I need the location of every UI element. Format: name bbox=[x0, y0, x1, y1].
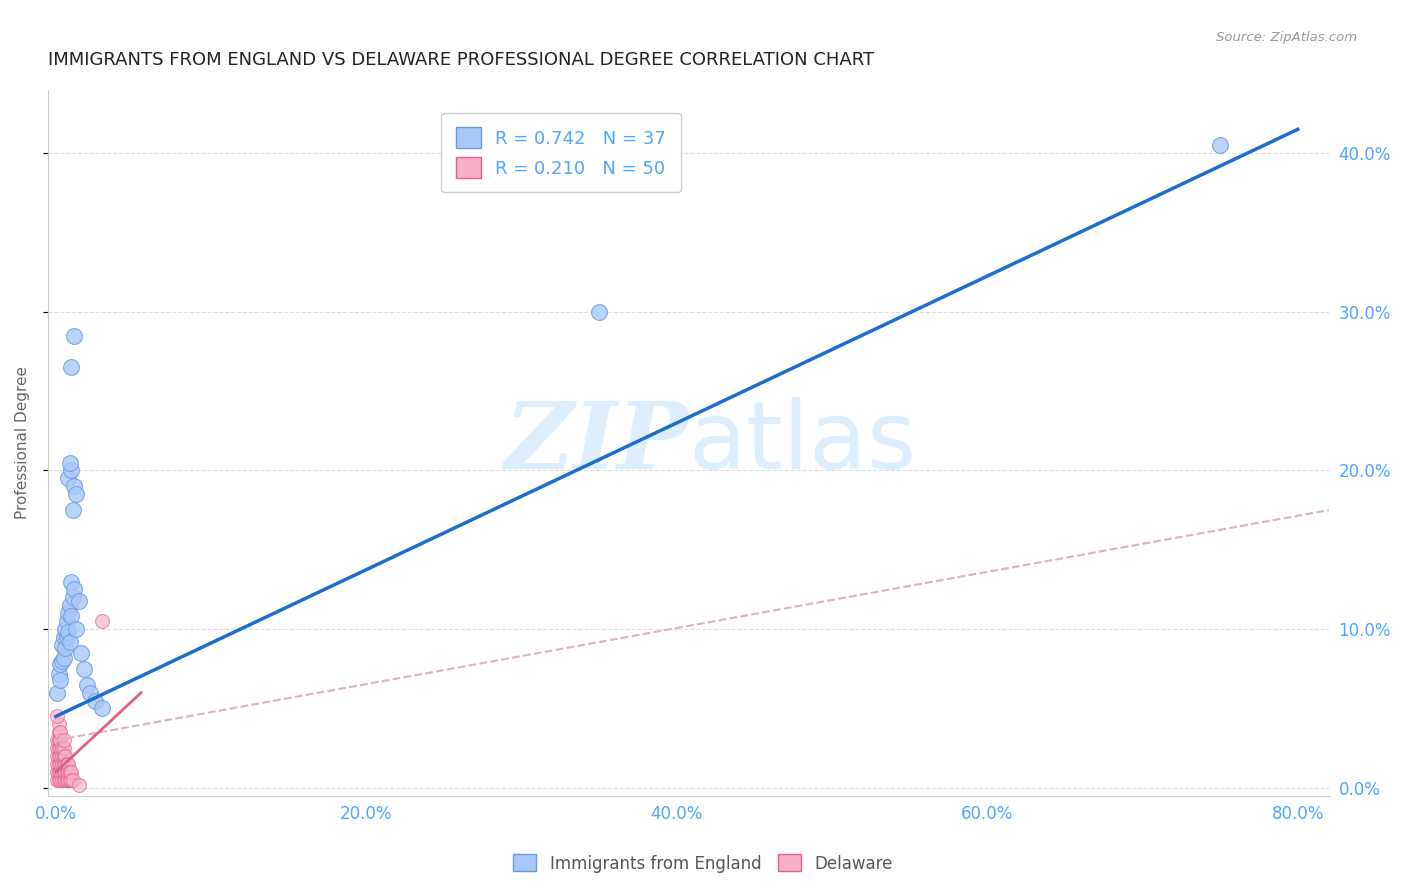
Point bbox=[48, 749, 70, 764]
Point bbox=[60, 764, 83, 779]
Point bbox=[67, 778, 90, 792]
Point bbox=[52, 772, 75, 787]
Point bbox=[51, 741, 73, 756]
Point bbox=[46, 757, 69, 772]
Point bbox=[51, 764, 73, 779]
Point bbox=[53, 641, 76, 656]
Legend: R = 0.742   N = 37, R = 0.210   N = 50: R = 0.742 N = 37, R = 0.210 N = 50 bbox=[441, 112, 681, 193]
Point bbox=[46, 764, 69, 779]
Point bbox=[51, 772, 73, 787]
Point bbox=[76, 678, 98, 692]
Point bbox=[63, 582, 86, 597]
Point bbox=[48, 725, 70, 739]
Point bbox=[60, 574, 83, 589]
Point bbox=[48, 733, 70, 747]
Point bbox=[52, 733, 75, 747]
Point bbox=[49, 741, 72, 756]
Point bbox=[59, 772, 82, 787]
Point bbox=[62, 591, 84, 605]
Point bbox=[59, 456, 82, 470]
Point bbox=[49, 725, 72, 739]
Point bbox=[60, 772, 83, 787]
Point bbox=[46, 741, 69, 756]
Point bbox=[59, 635, 82, 649]
Point bbox=[55, 630, 77, 644]
Point bbox=[52, 749, 75, 764]
Point bbox=[52, 764, 75, 779]
Point bbox=[46, 733, 69, 747]
Point bbox=[53, 749, 76, 764]
Point bbox=[53, 772, 76, 787]
Point bbox=[48, 741, 70, 756]
Point bbox=[59, 764, 82, 779]
Point bbox=[46, 772, 69, 787]
Point bbox=[65, 622, 87, 636]
Point bbox=[49, 673, 72, 687]
Point bbox=[49, 749, 72, 764]
Point bbox=[46, 709, 69, 723]
Point bbox=[63, 328, 86, 343]
Text: IMMIGRANTS FROM ENGLAND VS DELAWARE PROFESSIONAL DEGREE CORRELATION CHART: IMMIGRANTS FROM ENGLAND VS DELAWARE PROF… bbox=[48, 51, 875, 69]
Point bbox=[62, 503, 84, 517]
Point bbox=[73, 662, 96, 676]
Point bbox=[91, 701, 114, 715]
Point bbox=[51, 757, 73, 772]
Point bbox=[65, 487, 87, 501]
Point bbox=[51, 638, 73, 652]
Point bbox=[58, 764, 80, 779]
Point bbox=[48, 764, 70, 779]
Legend: Immigrants from England, Delaware: Immigrants from England, Delaware bbox=[506, 847, 900, 880]
Point bbox=[55, 764, 77, 779]
Point bbox=[52, 741, 75, 756]
Point bbox=[49, 733, 72, 747]
Point bbox=[63, 479, 86, 493]
Text: ZIP: ZIP bbox=[505, 398, 689, 488]
Point bbox=[58, 757, 80, 772]
Point bbox=[58, 772, 80, 787]
Point bbox=[52, 650, 75, 665]
Point bbox=[55, 757, 77, 772]
Point bbox=[48, 772, 70, 787]
Point bbox=[58, 625, 80, 640]
Point bbox=[48, 666, 70, 681]
Point bbox=[79, 685, 101, 699]
Point bbox=[46, 749, 69, 764]
Point bbox=[53, 757, 76, 772]
Point bbox=[49, 757, 72, 772]
Y-axis label: Professional Degree: Professional Degree bbox=[15, 367, 30, 519]
Point bbox=[60, 609, 83, 624]
Text: Source: ZipAtlas.com: Source: ZipAtlas.com bbox=[1216, 31, 1357, 45]
Point bbox=[60, 360, 83, 375]
Point bbox=[52, 757, 75, 772]
Point bbox=[49, 764, 72, 779]
Point bbox=[51, 749, 73, 764]
Point bbox=[58, 471, 80, 485]
Point bbox=[55, 772, 77, 787]
Point bbox=[51, 654, 73, 668]
Point bbox=[48, 717, 70, 731]
Point bbox=[52, 630, 75, 644]
Text: atlas: atlas bbox=[689, 397, 917, 489]
Point bbox=[53, 764, 76, 779]
Point bbox=[48, 757, 70, 772]
Point bbox=[59, 599, 82, 613]
Point bbox=[46, 685, 69, 699]
Point bbox=[69, 646, 91, 660]
Point bbox=[67, 593, 90, 607]
Point bbox=[49, 657, 72, 671]
Point bbox=[83, 693, 105, 707]
Point bbox=[91, 614, 114, 628]
Point bbox=[62, 772, 84, 787]
Point bbox=[53, 622, 76, 636]
Point bbox=[588, 305, 610, 319]
Point bbox=[58, 607, 80, 621]
Point bbox=[1209, 138, 1232, 153]
Point bbox=[60, 463, 83, 477]
Point bbox=[49, 772, 72, 787]
Point bbox=[55, 614, 77, 628]
